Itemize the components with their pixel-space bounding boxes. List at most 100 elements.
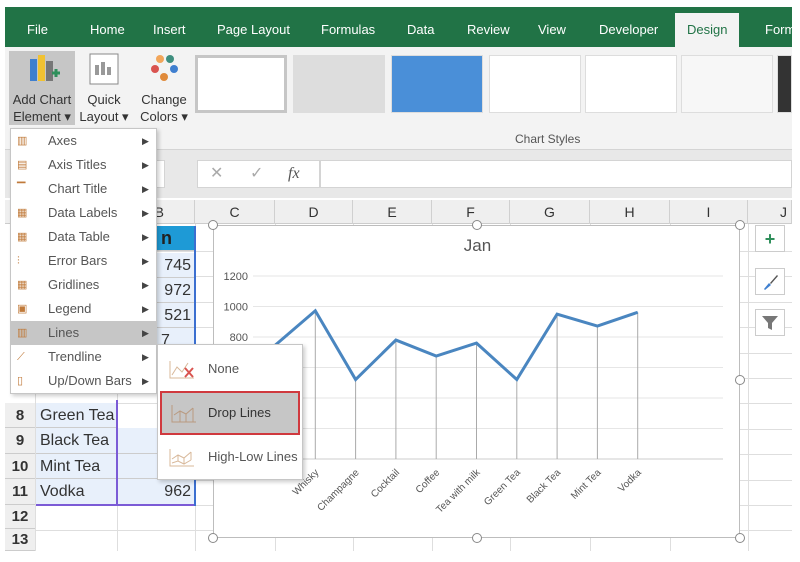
resize-handle[interactable] xyxy=(735,220,745,230)
chart-style-3[interactable] xyxy=(391,55,483,113)
lines-submenu: None Drop Lines High-Low Lines xyxy=(157,344,303,480)
cell-b2[interactable]: 745 xyxy=(157,253,195,278)
resize-handle[interactable] xyxy=(472,220,482,230)
quick-layout-button[interactable]: Quick Layout ▾ xyxy=(79,51,129,125)
column-header-d[interactable]: D xyxy=(275,200,353,224)
chart-style-2[interactable] xyxy=(293,55,385,113)
menu-item-chart-title[interactable]: ▔ Chart Title ▶ xyxy=(11,177,156,201)
cell-a8[interactable]: Green Tea xyxy=(36,403,116,428)
tab-developer[interactable]: Developer xyxy=(599,22,659,37)
x-tick-label: Champagne xyxy=(315,467,362,514)
cell-a11[interactable]: Vodka xyxy=(36,479,116,505)
ribbon-tab-bar: File Home Insert Page Layout Formulas Data Rev… xyxy=(5,7,796,47)
chart-style-7[interactable] xyxy=(777,55,792,113)
tab-formulas[interactable]: Formulas xyxy=(321,22,376,37)
change-colors-button[interactable]: Change Colors ▾ xyxy=(137,51,191,125)
y-tick-label: 800 xyxy=(230,332,248,344)
chart-style-6[interactable] xyxy=(681,55,773,113)
tab-insert[interactable]: Insert xyxy=(153,22,186,37)
tab-home[interactable]: Home xyxy=(90,22,125,37)
chart-title-icon: ▔ xyxy=(17,183,26,195)
add-chart-element-button[interactable]: Add Chart Element ▾ xyxy=(9,51,75,125)
x-tick-label: Tea with milk xyxy=(434,467,483,516)
y-tick-label: 1200 xyxy=(224,271,248,283)
column-header-j[interactable]: J xyxy=(748,200,792,224)
row-header-12[interactable]: 12 xyxy=(5,505,35,529)
no-lines-icon xyxy=(169,361,194,379)
menu-item-lines[interactable]: ▥ Lines ▶ xyxy=(11,321,156,345)
resize-handle[interactable] xyxy=(735,533,745,543)
submenu-arrow-icon: ▶ xyxy=(142,376,149,386)
fx-icon[interactable]: fx xyxy=(288,165,300,182)
submenu-arrow-icon: ▶ xyxy=(142,328,149,338)
tab-data[interactable]: Data xyxy=(407,22,435,37)
tab-review[interactable]: Review xyxy=(467,22,510,37)
x-tick-label: Cocktail xyxy=(369,467,402,500)
menu-item-gridlines[interactable]: ▦ Gridlines ▶ xyxy=(11,273,156,297)
resize-handle[interactable] xyxy=(208,533,218,543)
cell-b1[interactable]: n xyxy=(157,226,195,251)
menu-item-up-down-bars[interactable]: ▯ Up/Down Bars ▶ xyxy=(11,369,156,393)
row-header-8[interactable]: 8 xyxy=(5,403,35,428)
chart-filters-button[interactable] xyxy=(755,309,785,336)
tab-form[interactable]: Form xyxy=(765,22,796,37)
cell-b11[interactable]: 962 xyxy=(118,479,195,505)
cancel-icon[interactable]: ✕ xyxy=(210,165,224,182)
cell-b4[interactable]: 521 xyxy=(157,303,195,328)
chart-styles-group-label: Chart Styles xyxy=(515,132,581,146)
row-header-10[interactable]: 10 xyxy=(5,454,35,479)
cell-a9[interactable]: Black Tea xyxy=(36,428,116,454)
row-header-13[interactable]: 13 xyxy=(5,529,35,551)
error-bars-icon: ⫶ xyxy=(17,255,20,267)
formula-input[interactable] xyxy=(320,160,792,188)
menu-item-error-bars[interactable]: ⫶ Error Bars ▶ xyxy=(11,249,156,273)
menu-item-trendline[interactable]: ⟋ Trendline ▶ xyxy=(11,345,156,369)
drop-lines-icon xyxy=(171,405,196,423)
submenu-item-none[interactable]: None xyxy=(158,347,302,391)
series-line xyxy=(274,308,639,382)
menu-item-data-labels[interactable]: ▦ Data Labels ▶ xyxy=(11,201,156,225)
column-header-b[interactable]: B xyxy=(115,200,195,224)
chart-styles-button[interactable] xyxy=(755,268,785,295)
gridlines-icon: ▦ xyxy=(17,279,28,291)
tab-design[interactable]: Design xyxy=(675,13,740,47)
cell-b3[interactable]: 972 xyxy=(157,278,195,303)
menu-item-legend[interactable]: ▣ Legend ▶ xyxy=(11,297,156,321)
brush-icon xyxy=(764,275,778,290)
enter-icon[interactable]: ✓ xyxy=(250,165,264,182)
submenu-item-high-low-lines[interactable]: High-Low Lines xyxy=(158,435,302,479)
menu-item-axis-titles[interactable]: ▤ Axis Titles ▶ xyxy=(11,153,156,177)
chart-style-1[interactable] xyxy=(195,55,287,113)
data-table-icon: ▦ xyxy=(17,231,28,243)
column-header-g[interactable]: G xyxy=(510,200,590,224)
resize-handle[interactable] xyxy=(735,375,745,385)
chart-title[interactable]: Jan xyxy=(463,236,492,255)
tab-view[interactable]: View xyxy=(538,22,566,37)
tab-file[interactable]: File xyxy=(27,22,48,37)
cell-a10[interactable]: Mint Tea xyxy=(36,454,116,479)
quick-layout-icon xyxy=(89,53,119,85)
submenu-arrow-icon: ▶ xyxy=(142,280,149,290)
resize-handle[interactable] xyxy=(472,533,482,543)
tab-page-layout[interactable]: Page Layout xyxy=(217,22,291,37)
column-header-c[interactable]: C xyxy=(195,200,275,224)
column-header-f[interactable]: F xyxy=(432,200,510,224)
resize-handle[interactable] xyxy=(208,220,218,230)
menu-item-axes[interactable]: ▥ Axes ▶ xyxy=(11,129,156,153)
row-header-11[interactable]: 11 xyxy=(5,479,35,505)
column-header-e[interactable]: E xyxy=(353,200,432,224)
row-header-9[interactable]: 9 xyxy=(5,428,35,454)
add-chart-element-menu: ▥ Axes ▶ ▤ Axis Titles ▶ ▔ Chart Title ▶ ▦ Data La… xyxy=(10,128,157,394)
chart-style-5[interactable] xyxy=(585,55,677,113)
chart-style-4[interactable] xyxy=(489,55,581,113)
menu-item-data-table[interactable]: ▦ Data Table ▶ xyxy=(11,225,156,249)
chart-elements-button[interactable]: + xyxy=(755,225,785,252)
column-header-i[interactable]: I xyxy=(670,200,748,224)
column-header-h[interactable]: H xyxy=(590,200,670,224)
submenu-arrow-icon: ▶ xyxy=(142,232,149,242)
high-low-lines-icon xyxy=(169,449,194,467)
trendline-icon: ⟋ xyxy=(17,351,25,363)
submenu-item-drop-lines[interactable]: Drop Lines xyxy=(160,391,300,435)
filter-icon xyxy=(762,316,778,330)
